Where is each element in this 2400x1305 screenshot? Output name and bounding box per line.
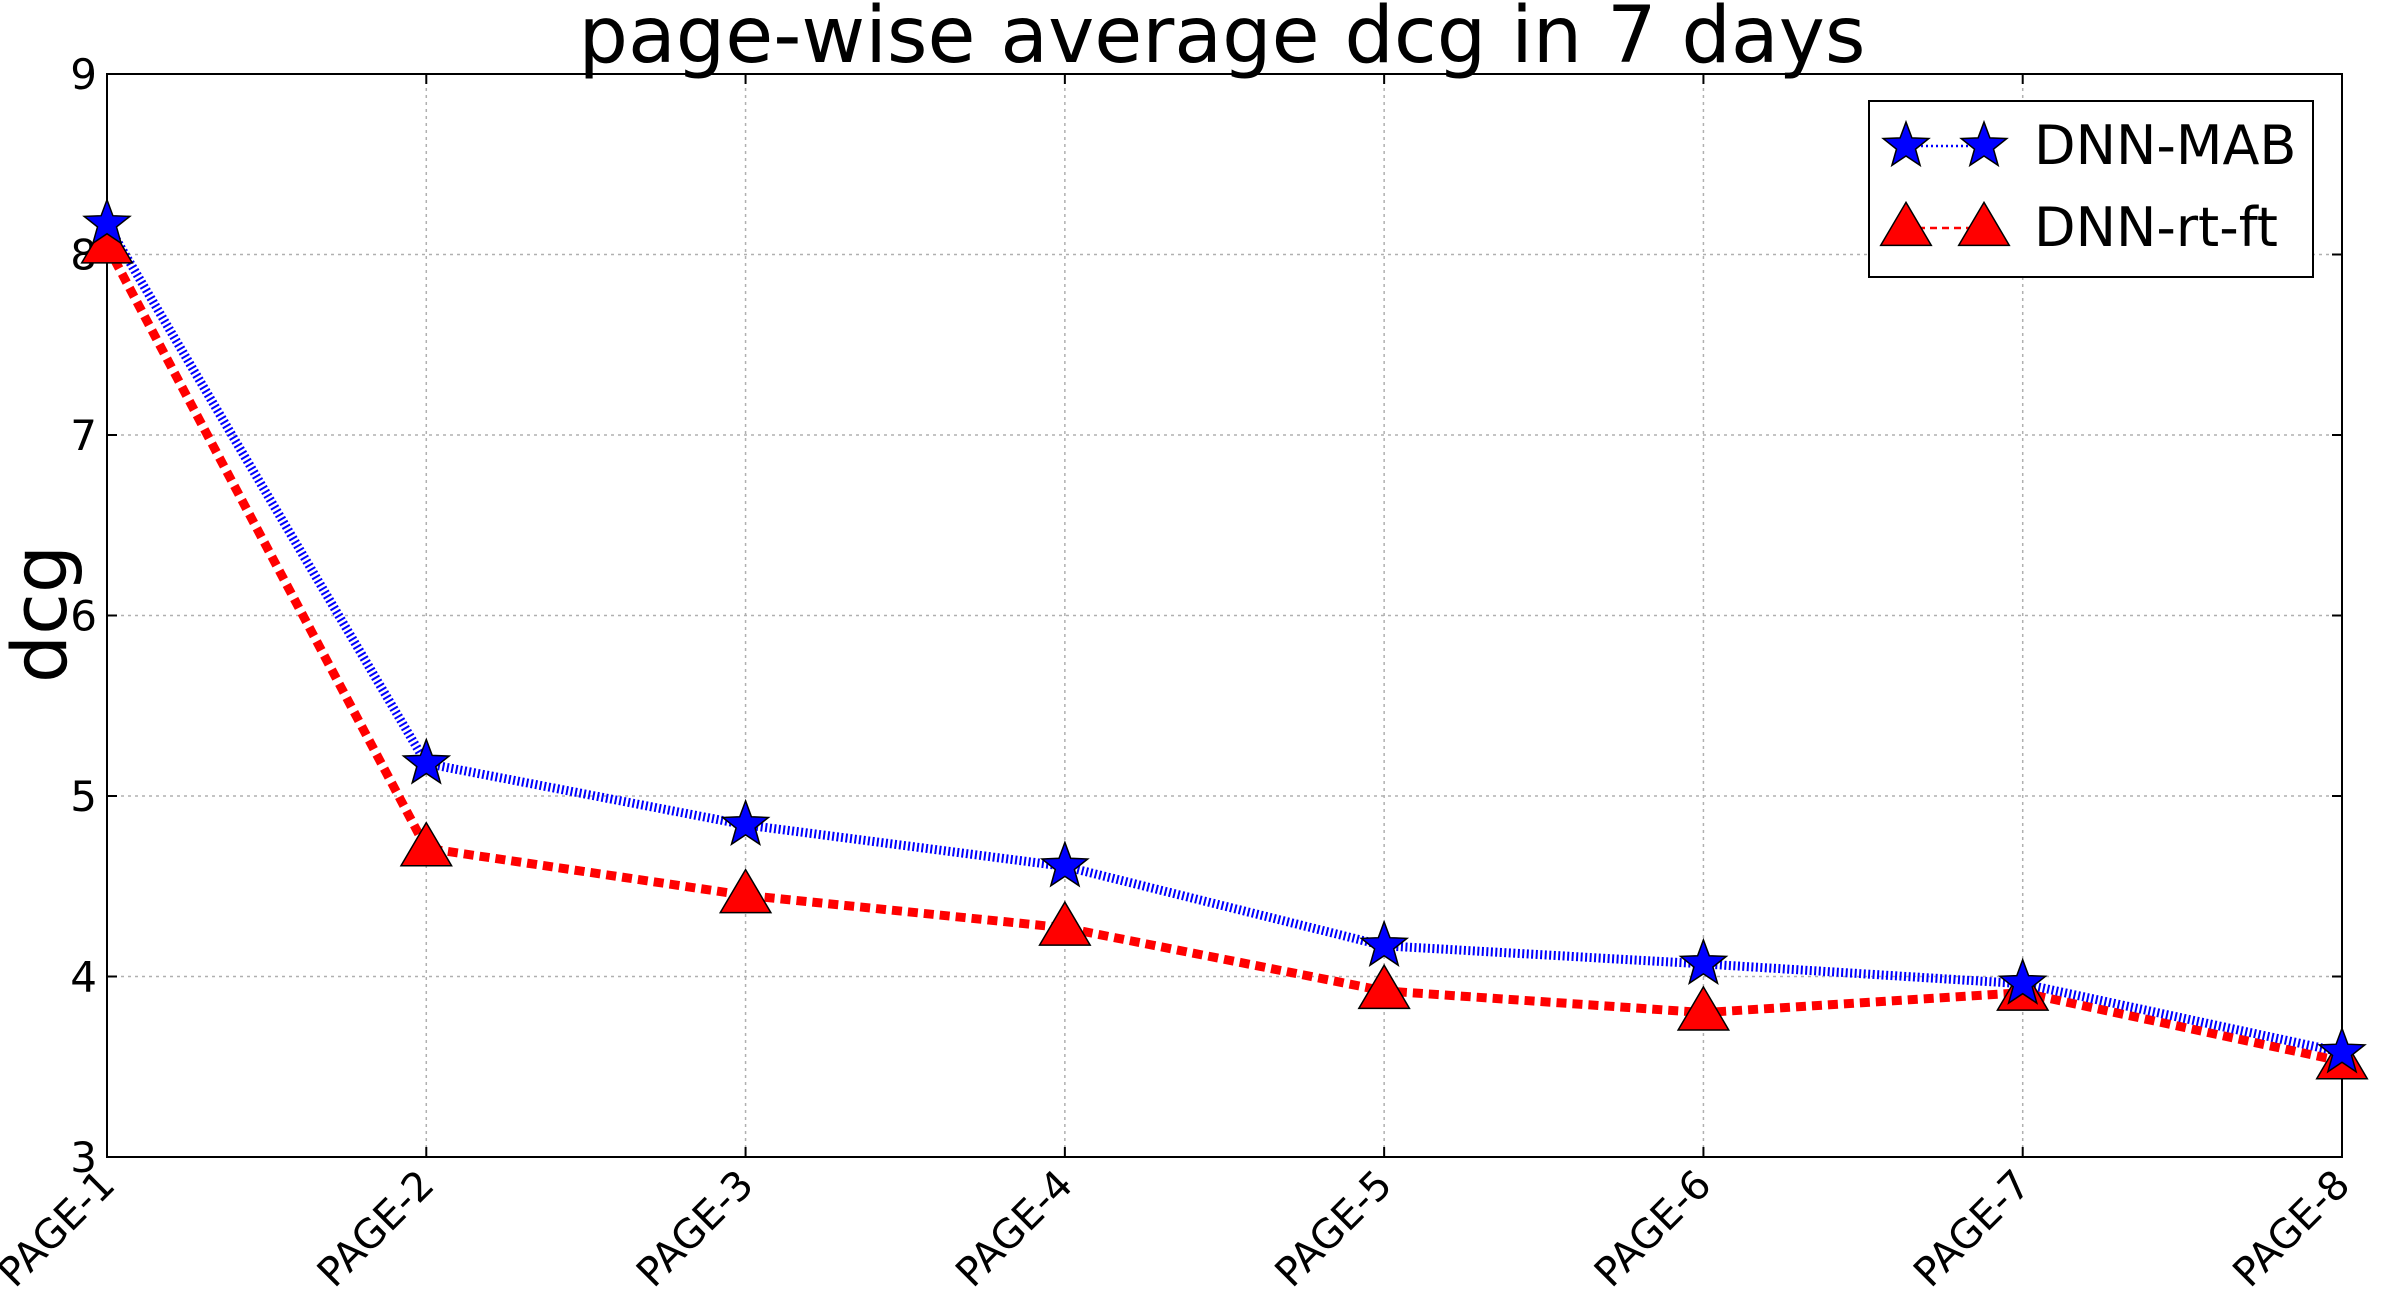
series-markers-1 (80, 218, 2369, 1080)
legend-label: DNN-MAB (2034, 114, 2296, 177)
data-point-star (720, 798, 771, 847)
legend-marker (1959, 119, 2009, 168)
y-tick-label: 9 (70, 50, 97, 99)
series (80, 197, 2369, 1080)
chart-title: page-wise average dcg in 7 days (578, 0, 1865, 81)
series-1 (103, 243, 2343, 1066)
legend-marker (1881, 119, 1931, 168)
legend-box (1868, 100, 2314, 278)
data-point-star (1039, 840, 1090, 888)
data-point-star (1997, 957, 2048, 1005)
data-point-triangle (1038, 900, 1092, 946)
data-point-star (1678, 937, 1729, 986)
data-point-triangle (1357, 963, 1411, 1010)
legend-marker (1879, 200, 1933, 247)
series-line-dnn-mab (103, 221, 2343, 1057)
y-tick-label: 3 (70, 1133, 97, 1182)
y-tick-label: 4 (70, 953, 97, 1002)
data-point-triangle (718, 868, 773, 914)
legend: DNN-MAB DNN-rt-ft (1868, 100, 2314, 278)
data-point-star (2317, 1026, 2367, 1074)
legend-label: DNN-rt-ft (2034, 196, 2278, 259)
data-point-star (1359, 919, 1410, 967)
data-point-star (82, 197, 132, 245)
data-point-star (401, 737, 452, 785)
y-tick-label: 7 (70, 411, 97, 460)
y-tick-label: 6 (70, 592, 97, 641)
data-point-triangle (399, 821, 453, 867)
series-markers-0 (82, 197, 2367, 1074)
data-point-triangle (1676, 985, 1731, 1031)
y-tick-label: 5 (70, 772, 97, 821)
legend-marker (1957, 200, 2011, 247)
series-line-dnn-rt-ft (103, 243, 2343, 1066)
y-axis-label: dcg (0, 545, 84, 683)
series-0 (103, 221, 2343, 1057)
